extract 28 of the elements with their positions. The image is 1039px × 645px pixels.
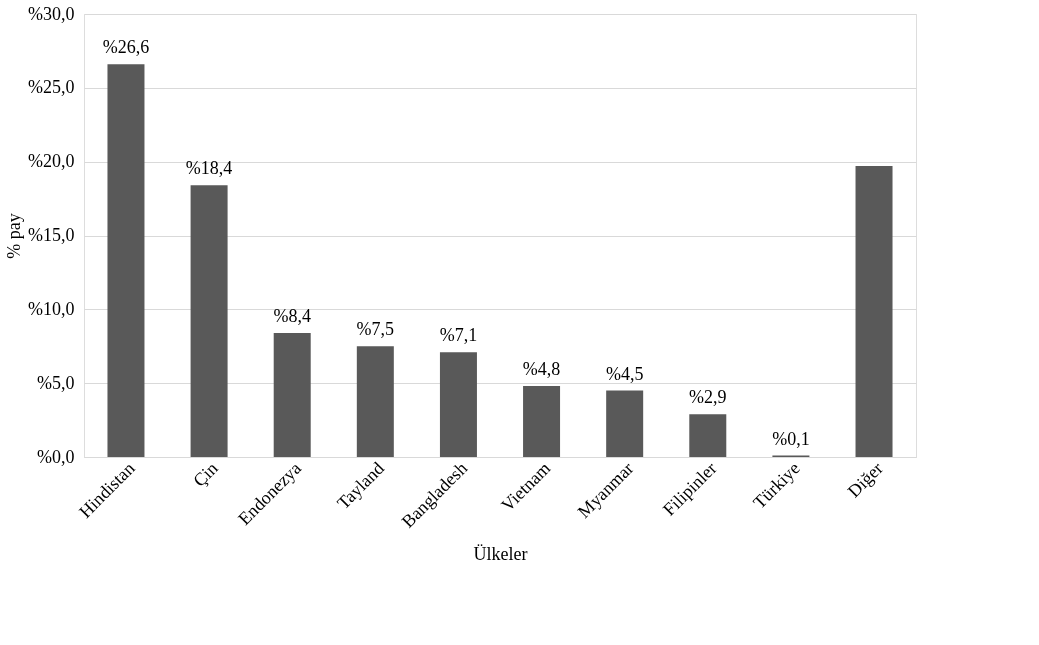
bar [689,414,727,457]
y-tick-label: %25,0 [28,77,75,98]
bar [107,64,145,457]
data-label: %4,8 [522,359,561,380]
bar [273,332,311,457]
y-tick-label: %5,0 [37,372,75,393]
data-label: %26,6 [102,37,150,58]
x-tick-label: Çin [189,458,222,491]
y-tick-label: %15,0 [28,225,75,245]
data-label: %0,1 [772,428,810,449]
data-label: %7,5 [356,319,395,340]
bar [523,386,561,457]
bar [356,346,394,457]
y-tick-label: %10,0 [28,298,75,319]
bar [606,390,644,457]
bar [439,352,477,457]
data-label: %4,5 [605,363,644,384]
data-label: %2,9 [689,387,727,408]
data-label: %18,4 [185,158,233,179]
y-tick-label: %30,0 [28,3,75,24]
bar [190,185,228,457]
bar [855,166,893,457]
data-label: %7,1 [439,325,478,346]
y-tick-label: %20,0 [28,151,75,172]
data-label: %8,4 [273,305,311,326]
y-tick-label: %0,0 [37,446,75,467]
x-axis-title: Ülkeler [473,543,528,564]
y-axis-title: % pay [4,213,25,259]
